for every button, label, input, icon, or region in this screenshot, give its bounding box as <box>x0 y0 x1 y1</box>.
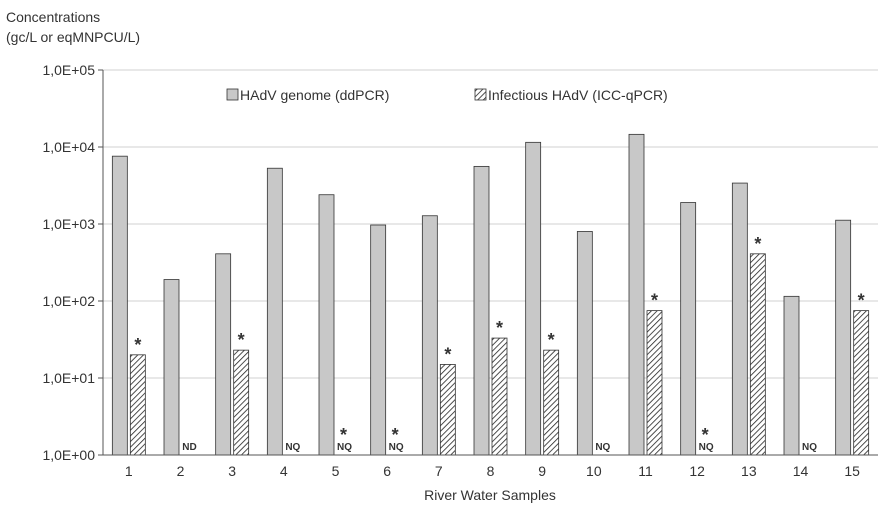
significance-star: * <box>444 344 451 364</box>
bar-genome <box>473 165 490 456</box>
below-limit-label: NQ <box>595 442 610 453</box>
bar-genome <box>266 167 283 456</box>
y-axis-title-line2: (gc/L or eqMNPCU/L) <box>6 29 140 45</box>
y-tick-label: 1,0E+04 <box>42 139 95 155</box>
y-tick-label: 1,0E+03 <box>42 216 95 232</box>
x-tick-label: 12 <box>689 463 705 479</box>
x-tick-label: 6 <box>383 463 391 479</box>
y-axis-title-line1: Concentrations <box>6 9 100 25</box>
significance-star: * <box>858 291 865 311</box>
legend-label-infectious: Infectious HAdV (ICC-qPCR) <box>488 87 668 103</box>
y-tick-label: 1,0E+02 <box>42 293 95 309</box>
bar-genome <box>370 224 387 456</box>
x-tick-label: 8 <box>487 463 495 479</box>
legend-swatch-genome <box>226 88 239 101</box>
bar-infectious <box>853 310 870 456</box>
bar-genome <box>111 155 128 456</box>
significance-star: * <box>134 335 141 355</box>
bar-genome <box>835 219 852 456</box>
x-tick-label: 1 <box>125 463 133 479</box>
significance-star: * <box>340 425 347 445</box>
bar-infectious <box>646 310 663 456</box>
x-tick-label: 11 <box>638 463 653 479</box>
significance-star: * <box>496 318 503 338</box>
bar-genome <box>318 194 335 456</box>
significance-star: * <box>651 291 658 311</box>
bar-genome <box>163 279 180 456</box>
bar-infectious <box>129 354 146 456</box>
gridlines <box>103 69 878 379</box>
bar-genome <box>783 295 800 456</box>
bar-infectious <box>749 253 766 456</box>
bar-infectious <box>439 364 456 456</box>
x-tick-labels: 1 2 3 4 5 6 7 8 9 10 11 12 13 14 15 <box>125 463 860 479</box>
significance-star: * <box>238 330 245 350</box>
y-tick-label: 1,0E+01 <box>42 370 95 386</box>
significance-star: * <box>702 425 709 445</box>
x-tick-label: 4 <box>280 463 288 479</box>
x-tick-label: 14 <box>793 463 809 479</box>
bars <box>111 133 870 456</box>
legend: HAdV genome (ddPCR) Infectious HAdV (ICC… <box>226 87 668 103</box>
significance-star: * <box>548 330 555 350</box>
legend-label-genome: HAdV genome (ddPCR) <box>240 87 389 103</box>
y-tick-label: 1,0E+00 <box>42 447 95 463</box>
below-limit-label: ND <box>182 442 196 453</box>
y-tick-label: 1,0E+05 <box>42 62 95 78</box>
x-tick-label: 7 <box>435 463 443 479</box>
below-limit-label: NQ <box>285 442 300 453</box>
bar-genome <box>576 231 593 456</box>
bar-infectious <box>543 349 560 456</box>
below-limit-label: NQ <box>337 442 352 453</box>
x-tick-label: 10 <box>586 463 602 479</box>
legend-swatch-infectious <box>474 88 487 101</box>
below-limit-label: NQ <box>699 442 714 453</box>
below-limit-label: NQ <box>389 442 404 453</box>
bar-genome <box>525 141 542 456</box>
x-tick-label: 15 <box>844 463 860 479</box>
significance-star: * <box>392 425 399 445</box>
x-tick-label: 2 <box>177 463 185 479</box>
bar-genome <box>731 182 748 456</box>
y-tick-labels: 1,0E+00 1,0E+01 1,0E+02 1,0E+03 1,0E+04 1,0E+… <box>42 62 103 463</box>
bar-infectious <box>491 337 508 456</box>
bar-genome <box>680 202 697 456</box>
x-tick-label: 13 <box>741 463 757 479</box>
below-limit-label: NQ <box>802 442 817 453</box>
annotations: *ND*NQ NQ*NQ****NQ*NQ**NQ* <box>134 234 864 453</box>
x-axis-title: River Water Samples <box>424 487 556 503</box>
significance-star: * <box>754 234 761 254</box>
x-tick-label: 3 <box>228 463 236 479</box>
bar-genome <box>421 215 438 456</box>
x-tick-label: 9 <box>538 463 546 479</box>
bar-genome <box>215 253 232 456</box>
x-tick-label: 5 <box>332 463 340 479</box>
bar-genome <box>628 133 645 456</box>
bar-infectious <box>233 349 250 456</box>
